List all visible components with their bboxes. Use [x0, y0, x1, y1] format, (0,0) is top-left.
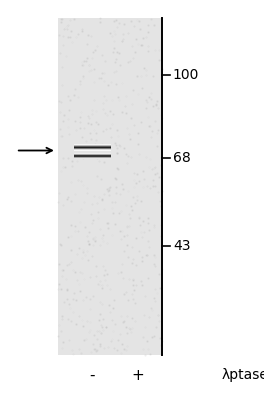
- Text: 100: 100: [173, 68, 199, 82]
- Text: 68: 68: [173, 151, 191, 165]
- Text: -: -: [90, 368, 95, 383]
- Text: λptase: λptase: [222, 368, 264, 382]
- Text: +: +: [131, 368, 144, 383]
- Bar: [58, 18, 162, 355]
- Text: 43: 43: [173, 239, 190, 253]
